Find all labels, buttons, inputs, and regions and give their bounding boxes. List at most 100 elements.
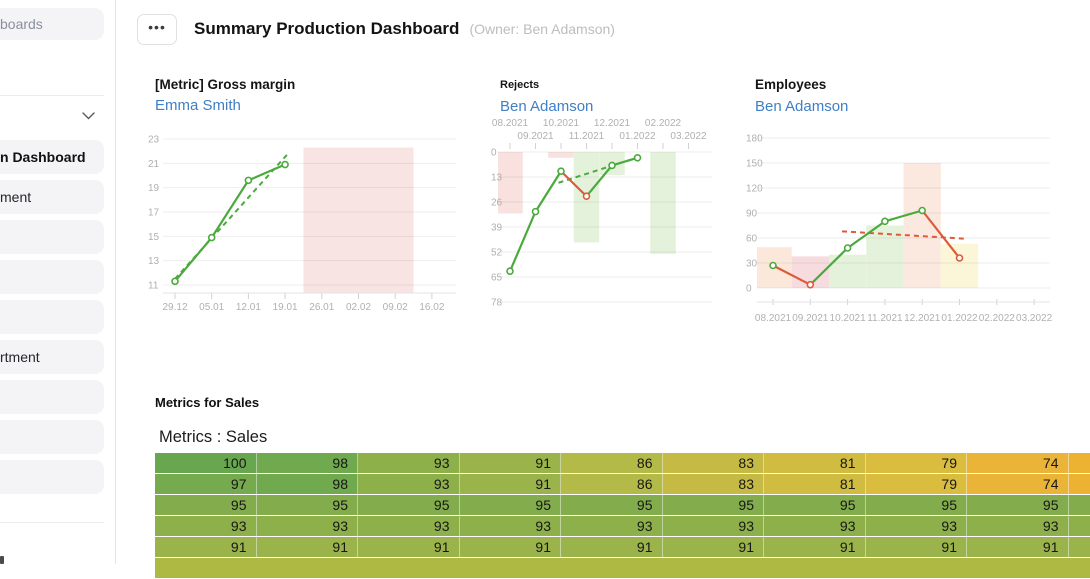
metrics-table-title: Metrics : Sales — [159, 428, 267, 447]
metric-cell: 91 — [155, 537, 257, 557]
svg-text:01.2022: 01.2022 — [941, 313, 978, 324]
svg-text:12.01: 12.01 — [236, 302, 261, 313]
metric-cell: 74 — [967, 474, 1069, 494]
sidebar-item-dashboards[interactable]: boards — [0, 8, 104, 40]
metric-cell-partial — [1069, 453, 1090, 473]
svg-text:02.02: 02.02 — [346, 302, 371, 313]
svg-text:180: 180 — [746, 134, 763, 145]
sidebar-item[interactable]: ment — [0, 180, 104, 214]
metric-cell: 93 — [358, 516, 460, 536]
metric-cell: 81 — [764, 453, 866, 473]
svg-text:21: 21 — [148, 159, 160, 170]
sidebar-item[interactable] — [0, 460, 104, 494]
chevron-down-icon[interactable] — [80, 108, 96, 124]
sidebar-item[interactable] — [0, 220, 104, 254]
metric-cell: 91 — [663, 537, 765, 557]
svg-text:120: 120 — [746, 184, 763, 195]
svg-text:16.02: 16.02 — [419, 302, 444, 313]
metric-cell: 91 — [967, 537, 1069, 557]
metric-cell: 91 — [257, 537, 359, 557]
metric-cell: 91 — [358, 537, 460, 557]
svg-text:09.2021: 09.2021 — [517, 131, 554, 142]
svg-text:09.02: 09.02 — [383, 302, 408, 313]
svg-text:05.01: 05.01 — [199, 302, 224, 313]
chart-owner-link-gross-margin[interactable]: Emma Smith — [155, 97, 241, 114]
metric-cell: 79 — [866, 453, 968, 473]
metric-cell: 93 — [866, 516, 968, 536]
svg-text:60: 60 — [746, 234, 758, 245]
svg-text:150: 150 — [746, 159, 763, 170]
metric-cell: 74 — [967, 453, 1069, 473]
svg-text:0: 0 — [746, 284, 752, 295]
metric-cell: 93 — [460, 516, 562, 536]
sidebar: boards n Dashboard ment rtment — [0, 0, 115, 564]
sidebar-item[interactable] — [0, 420, 104, 454]
sidebar-divider-bottom — [0, 522, 104, 523]
metric-cell: 95 — [663, 495, 765, 515]
svg-text:26: 26 — [491, 198, 503, 209]
metric-cell: 98 — [257, 474, 359, 494]
metric-cell: 93 — [561, 516, 663, 536]
metric-cell: 98 — [257, 453, 359, 473]
metric-cell: 93 — [358, 453, 460, 473]
chart-owner-link-employees[interactable]: Ben Adamson — [755, 98, 848, 115]
svg-text:13: 13 — [148, 256, 160, 267]
svg-text:08.2021: 08.2021 — [755, 313, 792, 324]
metric-cell: 95 — [257, 495, 359, 515]
metric-cell: 91 — [460, 474, 562, 494]
metric-cell: 93 — [663, 516, 765, 536]
metric-cell: 93 — [358, 474, 460, 494]
owner-label: (Owner: Ben Adamson) — [469, 21, 615, 37]
metric-cell-partial — [1069, 495, 1090, 515]
svg-text:12.2021: 12.2021 — [594, 118, 631, 129]
metric-cell: 86 — [561, 453, 663, 473]
metric-cell: 79 — [866, 474, 968, 494]
sidebar-item-label: ment — [0, 189, 31, 205]
clipped-text-fragment — [0, 556, 4, 564]
metric-cell: 95 — [967, 495, 1069, 515]
svg-text:15: 15 — [148, 232, 160, 243]
page-title: Summary Production Dashboard — [194, 19, 459, 39]
metric-cell: 93 — [967, 516, 1069, 536]
metric-cell: 83 — [663, 453, 765, 473]
svg-text:26.01: 26.01 — [309, 302, 334, 313]
metric-cell: 93 — [155, 516, 257, 536]
dashboard-menu-button[interactable]: ••• — [137, 14, 177, 45]
svg-text:11.2021: 11.2021 — [569, 131, 605, 142]
svg-text:10.2021: 10.2021 — [830, 313, 867, 324]
chart-title-rejects: Rejects — [500, 79, 539, 91]
sidebar-item[interactable]: n Dashboard — [0, 140, 104, 174]
chart-title-gross-margin: [Metric] Gross margin — [155, 77, 295, 92]
metric-cell: 95 — [460, 495, 562, 515]
svg-text:12.2021: 12.2021 — [904, 313, 941, 324]
metric-cell: 93 — [764, 516, 866, 536]
svg-text:03.2022: 03.2022 — [670, 131, 707, 142]
svg-text:09.2021: 09.2021 — [792, 313, 829, 324]
metric-cell-partial — [1069, 474, 1090, 494]
svg-text:17: 17 — [148, 208, 160, 219]
sidebar-dashboards-label: boards — [0, 16, 43, 32]
metric-cell: 91 — [866, 537, 968, 557]
svg-text:11.2021: 11.2021 — [867, 313, 903, 324]
sidebar-item[interactable]: rtment — [0, 340, 104, 374]
sidebar-border — [115, 0, 116, 564]
metric-cell: 91 — [460, 537, 562, 557]
svg-text:03.2022: 03.2022 — [1016, 313, 1053, 324]
sidebar-item[interactable] — [0, 260, 104, 294]
svg-text:13: 13 — [491, 173, 503, 184]
sidebar-item[interactable] — [0, 300, 104, 334]
metric-cell: 95 — [866, 495, 968, 515]
sidebar-divider-top — [0, 95, 104, 96]
sidebar-item[interactable] — [0, 380, 104, 414]
svg-text:30: 30 — [746, 259, 758, 270]
sidebar-item-label: rtment — [0, 349, 40, 365]
chart-canvas-1: 013263952657808.202109.202110.202111.202… — [490, 113, 714, 319]
svg-text:19: 19 — [148, 183, 160, 194]
metric-cell: 100 — [155, 453, 257, 473]
svg-text:90: 90 — [746, 209, 758, 220]
